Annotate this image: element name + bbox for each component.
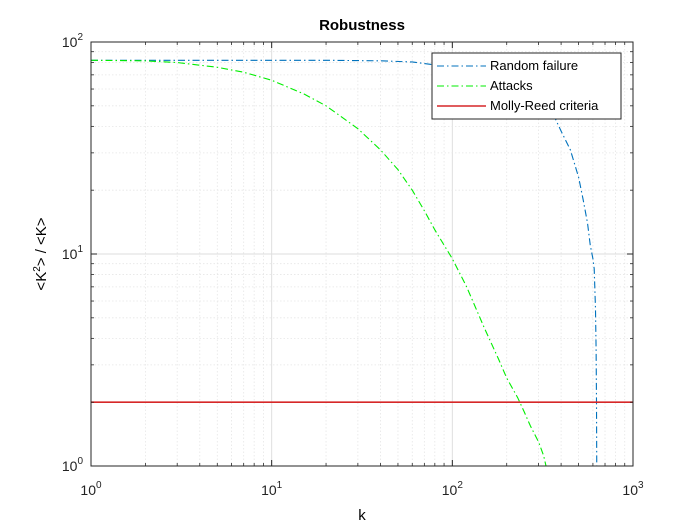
legend-box	[431, 52, 622, 120]
y-axis-label-prefix: <K	[33, 272, 50, 291]
x-tick-label: 103	[622, 480, 644, 498]
legend-label-attacks: Attacks	[490, 78, 533, 93]
x-tick-label: 100	[80, 480, 102, 498]
axis-ticks: 100 101 102 103 100 101 102	[62, 32, 644, 498]
x-axis-label: k	[358, 507, 366, 524]
y-axis-label: <K2> / <K>	[32, 217, 50, 290]
chart-title: Robustness	[319, 17, 405, 34]
legend: Random failure Attacks Molly-Reed criter…	[431, 52, 622, 120]
attacks-line	[90, 59, 547, 467]
legend-label-random-failure: Random failure	[490, 58, 578, 73]
y-axis-label-superscript: 2	[32, 266, 43, 272]
y-tick-label: 100	[62, 456, 84, 474]
legend-label-molly-reed: Molly-Reed criteria	[490, 98, 599, 113]
x-tick-label: 101	[261, 480, 283, 498]
y-tick-label: 101	[62, 244, 84, 262]
y-tick-label: 102	[62, 32, 84, 50]
y-axis-label-suffix: > / <K>	[33, 217, 50, 266]
x-tick-label: 102	[442, 480, 464, 498]
